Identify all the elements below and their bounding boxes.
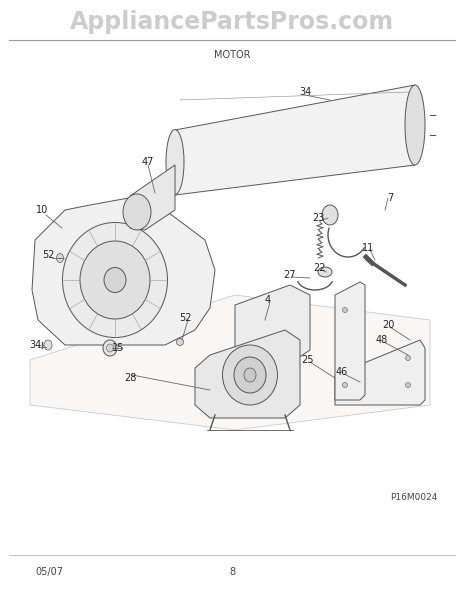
Ellipse shape <box>321 205 337 225</box>
Text: 25: 25 <box>301 355 313 365</box>
Ellipse shape <box>63 223 167 337</box>
Text: 28: 28 <box>124 373 136 383</box>
Text: 48: 48 <box>375 335 387 345</box>
Text: 4: 4 <box>264 295 270 305</box>
Polygon shape <box>175 85 414 195</box>
Text: 20: 20 <box>381 320 394 330</box>
Polygon shape <box>130 165 175 230</box>
Ellipse shape <box>404 85 424 165</box>
Polygon shape <box>194 330 300 418</box>
Ellipse shape <box>405 355 410 361</box>
Text: 34: 34 <box>29 340 41 350</box>
Ellipse shape <box>106 344 113 352</box>
Text: 23: 23 <box>311 213 324 223</box>
Text: 7: 7 <box>386 193 392 203</box>
Text: 8: 8 <box>228 567 235 577</box>
Ellipse shape <box>80 241 150 319</box>
Polygon shape <box>30 295 429 430</box>
Ellipse shape <box>176 338 183 346</box>
Ellipse shape <box>56 253 63 263</box>
Text: 47: 47 <box>142 157 154 167</box>
Text: 46: 46 <box>335 367 347 377</box>
Ellipse shape <box>104 268 126 292</box>
Text: MOTOR: MOTOR <box>213 50 250 60</box>
Ellipse shape <box>222 345 277 405</box>
Ellipse shape <box>244 368 256 382</box>
Ellipse shape <box>405 383 410 388</box>
Ellipse shape <box>103 340 117 356</box>
Text: AppliancePartsPros.com: AppliancePartsPros.com <box>70 10 393 34</box>
Polygon shape <box>234 285 309 360</box>
Text: 52: 52 <box>178 313 191 323</box>
Text: 10: 10 <box>36 205 48 215</box>
Ellipse shape <box>233 357 265 393</box>
Polygon shape <box>32 195 214 345</box>
Text: 27: 27 <box>283 270 295 280</box>
Ellipse shape <box>317 267 332 277</box>
Text: P16M0024: P16M0024 <box>389 493 437 502</box>
Polygon shape <box>334 282 364 400</box>
Text: 52: 52 <box>42 250 54 260</box>
Ellipse shape <box>342 383 347 388</box>
Ellipse shape <box>342 307 347 313</box>
Polygon shape <box>334 340 424 405</box>
Text: 11: 11 <box>361 243 373 253</box>
Ellipse shape <box>44 340 52 350</box>
Ellipse shape <box>166 130 184 194</box>
Text: 22: 22 <box>313 263 325 273</box>
Ellipse shape <box>123 194 150 230</box>
Text: 15: 15 <box>112 343 124 353</box>
Text: 05/07: 05/07 <box>35 567 63 577</box>
Text: 34: 34 <box>298 87 311 97</box>
